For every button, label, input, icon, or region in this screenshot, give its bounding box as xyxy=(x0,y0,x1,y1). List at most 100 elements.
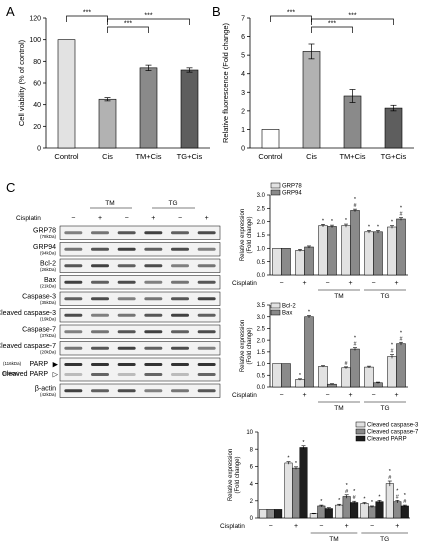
x-category-label: Cis xyxy=(102,152,113,161)
significance-mark: * xyxy=(308,310,311,316)
significance-mark: * xyxy=(320,499,323,505)
blot-row-label: PARP xyxy=(29,361,48,368)
blot-band xyxy=(197,389,216,393)
y-tick-label: 3 xyxy=(241,90,245,97)
blot-row-label: Caspase-7 xyxy=(22,327,56,334)
blot-band xyxy=(171,280,189,284)
western-blot-panel: TM TG Cisplatin − + − + − + GRP78(78kDa) GRP94(94k… xyxy=(0,200,221,398)
bar-cleaved-caspase-7 xyxy=(317,505,326,519)
bar-grp78 xyxy=(318,225,328,276)
legend-label: Bcl-2 xyxy=(282,304,296,310)
blot-band xyxy=(117,363,136,366)
y-axis-title-line-2: (Fold change) xyxy=(235,456,241,493)
blot-band xyxy=(91,313,109,317)
bar xyxy=(180,69,199,149)
blot-band xyxy=(197,280,216,284)
blot-group-label-tm: TM xyxy=(105,200,114,207)
y-tick-label: 20 xyxy=(33,124,41,131)
bar-cleaved-caspase-3 xyxy=(335,504,344,519)
blot-band xyxy=(197,330,216,334)
blot-lane-sign: + xyxy=(205,215,209,222)
blot-band xyxy=(117,313,136,317)
blot-band xyxy=(91,247,109,251)
significance-mark: * xyxy=(287,456,290,462)
blot-band xyxy=(117,297,136,301)
blot-band xyxy=(144,280,163,284)
significance-mark: * xyxy=(295,461,298,467)
cisplatin-condition-label: − xyxy=(279,392,283,399)
legend-label: Cleaved caspase-7 xyxy=(367,430,419,436)
legend-label: Bax xyxy=(282,311,292,317)
blot-row-kda: (35kDa) xyxy=(40,300,57,305)
y-tick-label: 10 xyxy=(246,430,253,436)
significance-mark: # xyxy=(390,349,394,355)
cisplatin-row-label: Cisplatin xyxy=(232,280,257,287)
bar-grp78 xyxy=(387,226,397,276)
x-category-label: Control xyxy=(54,152,79,161)
cisplatin-condition-label: + xyxy=(294,523,298,530)
blot-row-kda: (19kDa) xyxy=(40,317,57,322)
significance-mark: # xyxy=(388,475,392,481)
blot-band xyxy=(197,231,216,235)
bar-cleaved-caspase-3 xyxy=(360,503,369,519)
blot-band xyxy=(171,313,189,317)
significance-mark: * xyxy=(331,219,334,225)
cisplatin-condition-label: − xyxy=(319,523,323,530)
cisplatin-condition-label: + xyxy=(348,392,352,399)
x-category-label: Cis xyxy=(306,152,317,161)
cisplatin-condition-label: + xyxy=(348,280,352,287)
blot-band xyxy=(64,346,83,350)
significance-mark: # xyxy=(396,494,400,500)
blot-arrow-filled-icon: ▶ xyxy=(53,362,59,369)
blot-band xyxy=(64,363,83,366)
significance-label: *** xyxy=(287,10,295,17)
bar-cleaved-parp xyxy=(274,509,283,519)
y-axis-title: Relative expression xyxy=(240,320,246,372)
y-tick-label: 100 xyxy=(29,37,41,44)
y-tick-label: 2 xyxy=(250,499,254,505)
legend-label: Cleaved PARP xyxy=(367,437,407,443)
significance-mark: * xyxy=(363,497,366,503)
cisplatin-condition-label: − xyxy=(371,280,375,287)
blot-band xyxy=(117,330,136,334)
blot-band xyxy=(91,264,109,268)
y-axis-title: Relative expression xyxy=(240,209,246,261)
blot-row-kda: (37kDa) xyxy=(40,333,57,338)
cisplatin-condition-label: + xyxy=(395,523,399,530)
blot-row-label: Cleaved PARP xyxy=(2,371,49,378)
bar-cleaved-caspase-7 xyxy=(368,506,376,519)
blot-band xyxy=(64,330,83,334)
y-tick-label: 3.5 xyxy=(257,303,266,309)
bar xyxy=(343,95,362,149)
blot-strip xyxy=(59,225,221,240)
bar xyxy=(302,51,321,149)
blot-row-kda: (20kDa) xyxy=(40,350,57,355)
y-tick-label: 0 xyxy=(241,146,245,153)
y-tick-label: 120 xyxy=(29,16,41,23)
bar-cleaved-caspase-7 xyxy=(266,509,275,519)
blot-group-label-tg: TG xyxy=(168,200,177,207)
legend-swatch xyxy=(270,302,281,309)
blot-band xyxy=(64,389,83,393)
blot-strip xyxy=(59,324,221,339)
group-label-tm: TM xyxy=(334,293,343,300)
group-label-tg: TG xyxy=(380,405,389,412)
group-label-tm: TM xyxy=(334,405,343,412)
legend-swatch xyxy=(355,435,366,442)
x-category-label: TM+Cis xyxy=(339,152,365,161)
blot-strip xyxy=(59,258,221,273)
cisplatin-condition-label: − xyxy=(279,280,283,287)
y-tick-label: 1 xyxy=(241,127,245,134)
cisplatin-condition-label: + xyxy=(302,392,306,399)
blot-band xyxy=(64,280,83,284)
blot-lane-sign: − xyxy=(71,215,75,222)
legend-swatch xyxy=(270,309,281,316)
bar xyxy=(139,67,158,149)
group-label-tg: TG xyxy=(380,293,389,300)
significance-mark: * xyxy=(391,220,394,226)
significance-bracket xyxy=(107,26,149,33)
blot-strip xyxy=(59,308,221,323)
bar-bax xyxy=(304,316,314,388)
group-label-tg: TG xyxy=(380,536,389,543)
